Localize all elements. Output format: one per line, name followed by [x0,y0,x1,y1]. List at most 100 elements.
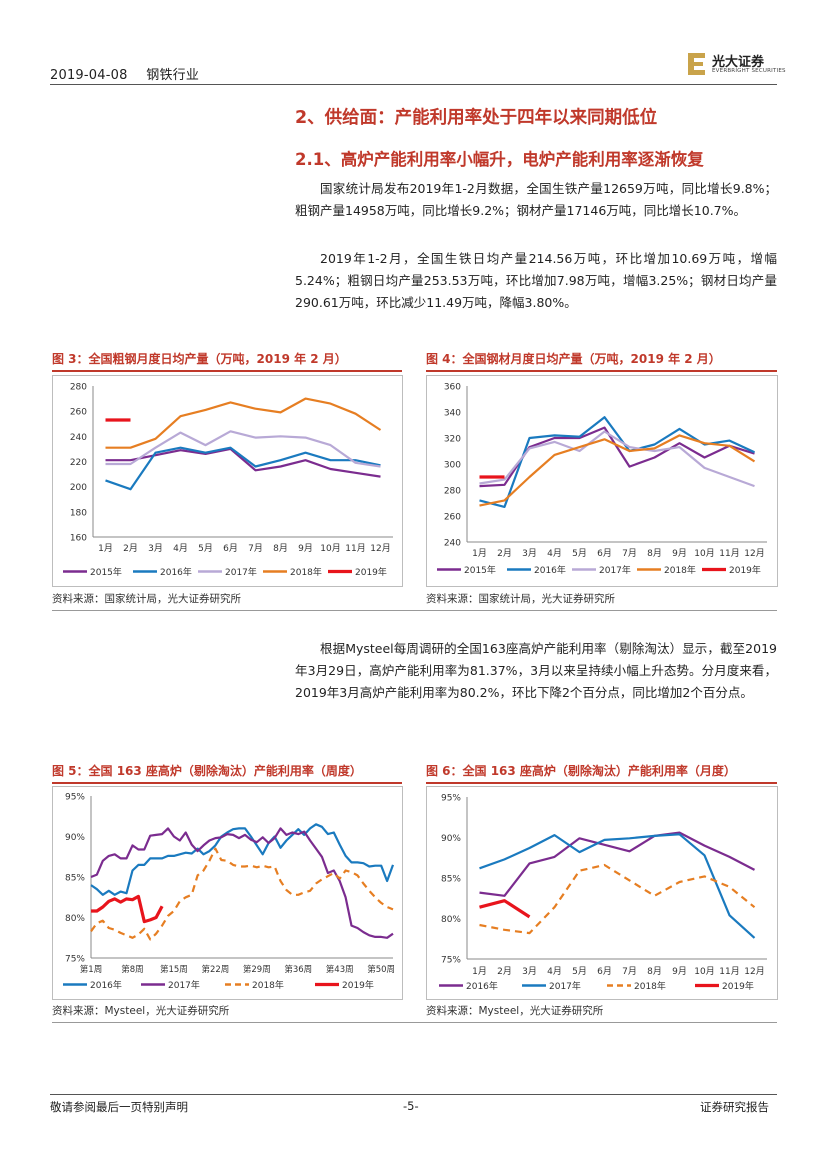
series-line-2019 [479,899,531,919]
source-divider-2 [52,1022,777,1023]
fig6-source: 资料来源：Mysteel，光大证券研究所 [426,1005,604,1017]
x-tick-label: 11月 [345,543,365,554]
footer-disclaimer: 敬请参阅最后一页特别声明 [50,1100,188,1114]
series-line-2016 [105,446,381,491]
y-tick-label: 90% [441,834,461,844]
legend-label: 2017年 [225,566,257,578]
logo-name-cn: 光大证券 [712,55,765,70]
legend-label: 2018年 [664,564,696,576]
fig5-title-rule [52,782,402,784]
fig3-svg: 160 180 200 220 240 260 280 1月 2月 3月 4月 5月 6月 7月 8月 9月 1… [63,383,393,578]
x-tick-label: 第29周 [243,964,271,975]
x-tick-label: 12月 [370,543,390,554]
x-tick-label: 第43周 [326,964,354,975]
y-tick-label: 80% [65,914,85,924]
x-tick-label: 6月 [597,966,612,977]
series-line-2018 [479,863,756,935]
paragraph-mysteel: 根据Mysteel每周调研的全国163座高炉产能利用率（剔除淘汰）显示，截至20… [295,638,777,704]
x-tick-label: 8月 [647,548,662,559]
fig5-title: 图 5：全国 163 座高炉（剔除淘汰）产能利用率（周度） [52,764,362,778]
y-tick-label: 80% [441,915,461,925]
legend-label: 2016年 [534,564,566,576]
x-tick-label: 12月 [744,548,764,559]
x-tick-label: 第22周 [201,964,229,975]
y-tick-label: 75% [65,955,85,965]
series-line-2015 [479,426,755,488]
x-tick-label: 11月 [719,548,739,559]
x-tick-label: 第36周 [284,964,312,975]
x-tick-label: 第15周 [160,964,188,975]
x-tick-label: 4月 [173,543,188,554]
x-tick-label: 3月 [148,543,163,554]
legend-label: 2018年 [252,979,284,991]
x-tick-label: 9月 [672,966,687,977]
x-tick-label: 12月 [744,966,764,977]
series-line-2017 [479,430,755,488]
fig6-svg: 75% 80% 85% 90% 95% 1月 2月 3月 4月 5月 6月 7月 8月 9月 10月 11月 1… [439,794,767,992]
legend-label: 2017年 [549,980,581,992]
fig4-title-rule [426,370,777,372]
y-tick-label: 240 [70,433,87,443]
legend-label: 2017年 [599,564,631,576]
series-line-2017 [90,827,394,939]
fig4-source: 资料来源：国家统计局，光大证券研究所 [426,593,615,605]
fig6-title-rule [426,782,777,784]
footer-divider [50,1094,777,1095]
x-tick-label: 5月 [572,966,587,977]
series-line-2015 [105,447,381,478]
paragraph-output: 国家统计局发布2019年1-2月数据，全国生铁产量12659万吨，同比增长9.8… [295,178,777,222]
legend-label: 2015年 [90,566,122,578]
section-subtitle: 2.1、高炉产能利用率小幅升，电炉产能利用率逐渐恢复 [295,150,704,169]
x-tick-label: 4月 [547,966,562,977]
series-line-2017 [479,833,756,939]
paragraph-1: 国家统计局发布2019年1-2月数据，全国生铁产量12659万吨，同比增长9.8… [295,181,777,218]
x-tick-label: 1月 [472,966,487,977]
y-tick-label: 90% [65,833,85,843]
y-tick-label: 280 [444,487,461,497]
date-text: 2019-04-08 [50,68,128,83]
y-tick-label: 75% [441,956,461,966]
section-title: 2、供给面：产能利用率处于四年以来同期低位 [295,108,658,128]
legend-label: 2015年 [464,564,496,576]
x-tick-label: 2月 [497,548,512,559]
header-divider [50,84,777,85]
y-tick-label: 180 [70,508,87,518]
fig5-source: 资料来源：Mysteel，光大证券研究所 [52,1005,230,1017]
x-tick-label: 2月 [497,966,512,977]
report-date: 2019-04-08 钢铁行业 [50,64,199,83]
x-tick-label: 10月 [694,966,714,977]
legend-label: 2018年 [634,980,666,992]
paragraph-daily: 2019年1-2月，全国生铁日均产量214.56万吨，环比增加10.69万吨，增… [295,248,777,314]
x-tick-label: 9月 [672,548,687,559]
x-tick-label: 4月 [547,548,562,559]
legend-label: 2016年 [90,979,122,991]
x-tick-label: 1月 [98,543,113,554]
series-line-2016 [479,416,755,508]
legend-label: 2019年 [355,566,387,578]
x-tick-label: 5月 [198,543,213,554]
y-tick-label: 360 [444,383,461,393]
fig3-title-rule [52,370,402,372]
x-tick-label: 2月 [123,543,138,554]
legend-label: 2019年 [729,564,761,576]
legend-label: 2019年 [342,979,374,991]
fig6-title: 图 6：全国 163 座高炉（剔除淘汰）产能利用率（月度） [426,764,736,778]
y-tick-label: 300 [444,461,461,471]
fig4-svg: 240 260 280 300 320 340 360 1月 2月 3月 4月 5月 6月 7月 8月 9月 1… [437,383,767,576]
fig6-chart: 75% 80% 85% 90% 95% 1月 2月 3月 4月 5月 6月 7月 8月 9月 10月 11月 1… [426,786,778,1000]
x-tick-label: 3月 [522,966,537,977]
series-line-2018 [90,847,394,941]
y-tick-label: 320 [444,435,461,445]
fig4-title: 图 4：全国钢材月度日均产量（万吨，2019 年 2 月） [426,352,721,366]
y-tick-label: 280 [70,383,87,393]
x-tick-label: 8月 [273,543,288,554]
legend-label: 2018年 [290,566,322,578]
x-tick-label: 9月 [298,543,313,554]
everbright-logo-icon [686,51,708,77]
y-tick-label: 260 [444,513,461,523]
y-tick-label: 220 [70,458,87,468]
series-line-2017 [105,430,381,468]
series-line-2019 [91,894,164,924]
x-tick-label: 6月 [223,543,238,554]
x-tick-label: 7月 [248,543,263,554]
